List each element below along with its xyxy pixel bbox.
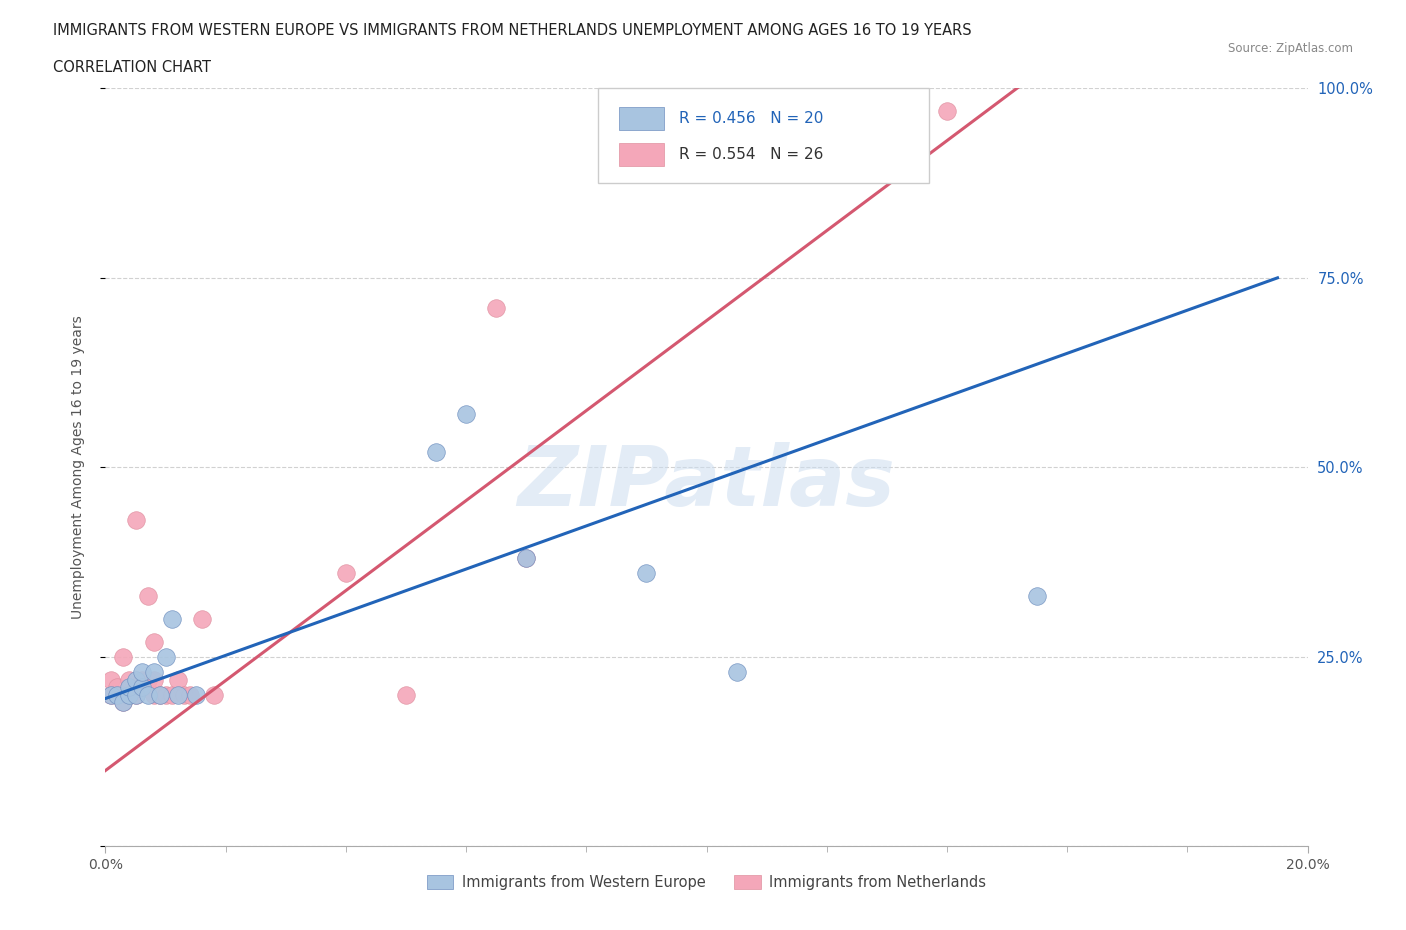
Point <box>100 672 122 687</box>
Point <box>202 687 225 702</box>
Point <box>136 589 159 604</box>
Point <box>184 687 207 702</box>
Text: ZIPatlas: ZIPatlas <box>517 442 896 523</box>
Point <box>112 695 135 710</box>
Point <box>118 680 141 695</box>
Point <box>124 672 146 687</box>
Point <box>136 687 159 702</box>
Bar <box>619 143 665 166</box>
Point <box>166 672 188 687</box>
FancyBboxPatch shape <box>599 88 929 183</box>
Point <box>148 687 170 702</box>
Point <box>190 612 212 627</box>
Point <box>112 695 135 710</box>
Point <box>936 103 959 118</box>
Point <box>335 566 357 581</box>
Point <box>118 687 141 702</box>
Text: R = 0.456   N = 20: R = 0.456 N = 20 <box>679 112 824 126</box>
Y-axis label: Unemployment Among Ages 16 to 19 years: Unemployment Among Ages 16 to 19 years <box>70 315 84 619</box>
Legend: Immigrants from Western Europe, Immigrants from Netherlands: Immigrants from Western Europe, Immigran… <box>420 870 993 896</box>
Point <box>454 406 477 421</box>
Point <box>725 665 748 680</box>
Point <box>131 680 153 695</box>
Point <box>124 687 146 702</box>
Point <box>107 680 129 695</box>
Point <box>148 687 170 702</box>
Point <box>173 687 195 702</box>
Point <box>155 687 177 702</box>
Point <box>1026 589 1049 604</box>
Point <box>160 687 183 702</box>
Point <box>395 687 418 702</box>
Text: IMMIGRANTS FROM WESTERN EUROPE VS IMMIGRANTS FROM NETHERLANDS UNEMPLOYMENT AMONG: IMMIGRANTS FROM WESTERN EUROPE VS IMMIGR… <box>53 23 972 38</box>
Point <box>118 672 141 687</box>
Point <box>142 665 165 680</box>
Point <box>107 687 129 702</box>
Point <box>515 551 537 565</box>
Point <box>142 687 165 702</box>
Point <box>876 103 898 118</box>
Point <box>636 103 658 118</box>
Point <box>636 566 658 581</box>
Point <box>155 649 177 664</box>
Point <box>425 445 447 459</box>
Point <box>107 687 129 702</box>
Point <box>124 513 146 528</box>
Point <box>142 634 165 649</box>
Point <box>179 687 201 702</box>
Point <box>485 300 508 315</box>
Text: Source: ZipAtlas.com: Source: ZipAtlas.com <box>1227 42 1353 55</box>
Point <box>160 612 183 627</box>
Point <box>100 687 122 702</box>
Point <box>166 687 188 702</box>
Point <box>100 687 122 702</box>
Point <box>136 672 159 687</box>
Point <box>142 672 165 687</box>
Point <box>124 687 146 702</box>
Text: R = 0.554   N = 26: R = 0.554 N = 26 <box>679 147 824 162</box>
Point <box>112 649 135 664</box>
Point <box>131 665 153 680</box>
Point <box>131 672 153 687</box>
Point <box>515 551 537 565</box>
Text: CORRELATION CHART: CORRELATION CHART <box>53 60 211 75</box>
Point <box>118 687 141 702</box>
Bar <box>619 107 665 130</box>
